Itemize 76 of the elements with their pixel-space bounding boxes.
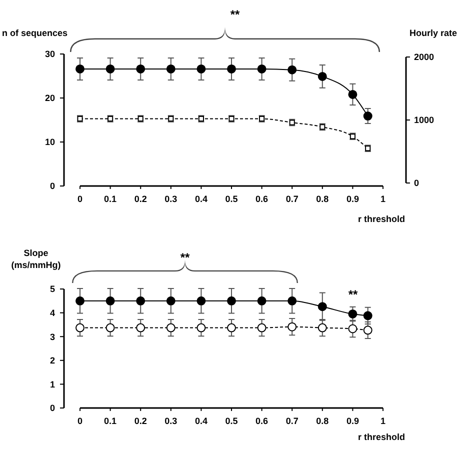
y2-tick-label: 2000 — [414, 52, 434, 62]
point — [348, 90, 358, 99]
point — [76, 296, 84, 306]
point — [288, 296, 297, 306]
y-tick-label: 2 — [50, 356, 55, 366]
point — [106, 296, 115, 306]
point — [288, 322, 297, 332]
x-tick-label: 0.9 — [346, 416, 359, 426]
point — [196, 296, 206, 306]
x-tick-label: 0.5 — [225, 194, 238, 204]
point — [227, 64, 236, 74]
y2-axis-title: Hourly rate — [409, 28, 457, 38]
y-tick-label: 30 — [44, 49, 55, 60]
text: ** — [230, 7, 240, 22]
x-tick-label: 0.6 — [256, 194, 268, 204]
point — [136, 64, 146, 74]
x-tick-label: 0.7 — [286, 416, 298, 426]
annotation: ** — [348, 287, 358, 302]
y2-tick-label: 0 — [414, 178, 420, 188]
point — [348, 309, 358, 318]
x-tick-label: 0.8 — [316, 194, 329, 204]
point — [257, 323, 266, 332]
point — [106, 64, 115, 74]
y-tick-label: 10 — [44, 137, 55, 148]
point — [227, 296, 236, 306]
point — [363, 311, 372, 320]
point — [136, 296, 146, 306]
x-axis-title: r threshold — [358, 214, 405, 224]
point — [318, 72, 327, 81]
point — [348, 324, 358, 334]
x-tick-label: 0.1 — [104, 194, 117, 204]
y-tick-label: 4 — [50, 308, 55, 318]
x-tick-label: 0.4 — [194, 416, 208, 426]
point — [288, 65, 297, 74]
point — [318, 323, 327, 332]
y-axis-title: Slope (ms/mmHg) — [11, 248, 61, 270]
point — [166, 64, 176, 74]
x-tick-label: 0.2 — [134, 416, 147, 426]
point — [227, 323, 236, 332]
x-tick-label: 0.6 — [256, 416, 268, 426]
x-tick-label: 0.7 — [286, 194, 298, 204]
point — [257, 64, 266, 74]
x-tick-label: 1 — [380, 194, 386, 204]
x-tick-label: 0 — [77, 194, 83, 204]
point — [76, 323, 84, 332]
x-tick-label: 0.1 — [104, 416, 117, 426]
point — [318, 302, 327, 312]
x-axis-title: r threshold — [358, 432, 405, 442]
x-tick-label: 0.3 — [164, 194, 178, 204]
x-tick-label: 0.3 — [164, 416, 178, 426]
point — [257, 296, 266, 306]
point — [106, 323, 115, 332]
y-tick-label: 3 — [50, 332, 55, 342]
point — [363, 112, 372, 121]
point — [136, 323, 146, 332]
y-tick-label: 0 — [50, 403, 55, 414]
point — [166, 323, 176, 332]
x-tick-label: 0.4 — [194, 194, 208, 204]
point — [363, 326, 372, 335]
y-tick-label: 0 — [50, 181, 55, 192]
x-tick-label: 0.2 — [134, 194, 147, 204]
text: ** — [180, 250, 190, 264]
y-tick-label: 5 — [50, 284, 55, 294]
y-tick-label: 20 — [44, 93, 55, 104]
x-tick-label: 0.5 — [225, 416, 238, 426]
y-tick-label: 1 — [50, 379, 55, 390]
point — [196, 323, 206, 332]
x-tick-label: 1 — [380, 416, 386, 426]
point — [196, 64, 206, 74]
x-tick-label: 0.9 — [346, 194, 359, 204]
x-tick-label: 0.8 — [316, 416, 329, 426]
x-tick-label: 0 — [77, 416, 83, 426]
point — [166, 296, 176, 306]
y-axis-title: n of sequences — [2, 28, 68, 38]
y2-tick-label: 1000 — [414, 115, 434, 126]
point — [76, 64, 84, 74]
